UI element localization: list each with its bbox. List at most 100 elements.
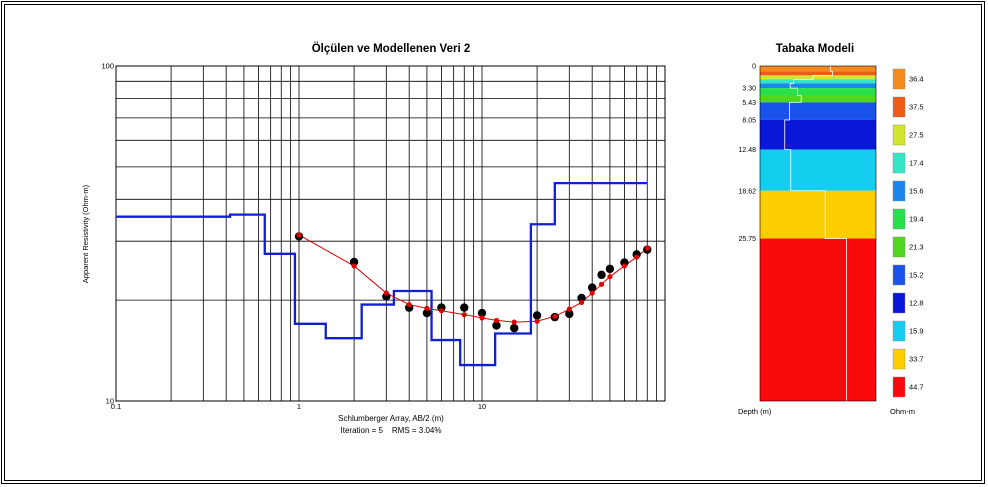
calculated-curve	[298, 234, 648, 323]
depth-tick-label: 0	[752, 64, 756, 71]
measured-point	[587, 283, 597, 292]
layer-band	[760, 102, 876, 120]
layer-band	[760, 238, 876, 401]
measured-point	[477, 308, 487, 318]
legend-value: 27.5	[909, 131, 924, 140]
layer-model-title: Tabaka Modeli	[776, 43, 854, 55]
legend-swatch	[892, 152, 906, 174]
depth-tick-label: 12.48	[738, 147, 756, 154]
measured-point	[532, 311, 542, 320]
legend-value: 15.9	[909, 327, 924, 336]
calculated-point	[634, 254, 640, 260]
calculated-point	[552, 313, 558, 319]
measured-point	[597, 270, 606, 280]
legend-swatch	[892, 124, 906, 146]
calculated-point	[351, 263, 357, 269]
measured-point	[349, 257, 359, 267]
calculated-point	[461, 312, 467, 318]
legend-value: 21.3	[909, 243, 924, 252]
depth-tick-label: 25.75	[738, 236, 756, 243]
legend-value: 15.2	[909, 271, 924, 280]
model-step-line	[116, 181, 648, 367]
legend-value: 36.4	[909, 75, 924, 84]
layer-band	[760, 149, 876, 191]
legend-swatch	[892, 68, 906, 90]
calculated-point	[598, 281, 605, 287]
depth-tick-label: 5.43	[742, 100, 756, 107]
y-tick-label: 10	[106, 397, 114, 406]
layer-band	[760, 95, 876, 103]
layer-model-border	[759, 65, 877, 402]
legend-swatch	[892, 376, 906, 398]
layer-band	[760, 75, 876, 80]
legend-value: 15.6	[909, 187, 924, 196]
calculated-point	[578, 299, 585, 305]
calculated-point	[479, 315, 485, 321]
depth-tick-label: 8.05	[742, 117, 756, 124]
legend-value: 33.7	[909, 355, 924, 364]
measured-point	[422, 308, 432, 318]
layer-band	[760, 119, 876, 150]
calculated-point	[406, 301, 412, 308]
x-axis-label: Schlumberger Array, AB/2 (m)	[338, 414, 444, 423]
calculated-point	[424, 305, 430, 311]
layer-model: 0 3.30 5.43 8.05 12.48 18.62 25.75	[738, 64, 877, 402]
calculated-point	[589, 290, 595, 296]
depth-axis-label: Depth (m)	[738, 407, 772, 416]
x-tick-label: 1	[297, 402, 301, 411]
calculated-point	[296, 232, 302, 238]
chart-title: Ölçülen ve Modellenen Veri 2	[312, 42, 471, 55]
calculated-point	[493, 317, 500, 324]
layer-resistivity-trace	[784, 66, 847, 401]
layer-band	[760, 79, 876, 84]
layer-band	[760, 66, 876, 72]
legend-value: 37.5	[909, 103, 924, 112]
legend-value: 17.4	[909, 159, 924, 168]
measured-point	[460, 303, 469, 312]
measured-point	[492, 321, 501, 330]
layer-band	[760, 71, 876, 76]
depth-tick-label: 3.30	[742, 86, 756, 93]
measured-point	[565, 309, 574, 319]
legend-value: 19.4	[909, 215, 924, 224]
resistivity-legend: 36.4 37.5 27.5 17.4 15.6 19.4 21.3 15.2 12.8 15.9…	[892, 68, 924, 398]
calculated-point	[511, 319, 517, 325]
calculated-point	[644, 245, 650, 251]
calculated-point	[566, 306, 572, 312]
legend-value: 44.7	[909, 383, 924, 392]
legend-swatch	[892, 348, 906, 370]
legend-swatch	[892, 96, 906, 118]
legend-value: 12.8	[909, 299, 924, 308]
legend-swatch	[892, 320, 906, 342]
layer-band	[760, 88, 876, 96]
legend-unit-label: Ohm-m	[890, 407, 915, 416]
legend-swatch	[892, 208, 906, 230]
calculated-point	[607, 274, 613, 280]
plot-border	[115, 65, 666, 402]
layer-band	[760, 83, 876, 89]
plot-tick-labels: 0.1 1 10 10 100	[101, 62, 486, 412]
measured-point	[605, 264, 615, 274]
calculated-point	[383, 290, 389, 296]
calculated-point	[621, 263, 628, 269]
measured-point	[510, 323, 519, 333]
calculated-point	[438, 308, 445, 314]
legend-swatch	[892, 264, 906, 286]
plot-series	[116, 181, 652, 367]
y-tick-label: 100	[101, 62, 114, 71]
x-tick-label: 10	[478, 402, 486, 411]
legend-swatch	[892, 180, 906, 202]
inner-frame	[4, 4, 982, 481]
depth-tick-label: 18.62	[738, 188, 756, 195]
x-tick-label: 0.1	[111, 402, 121, 411]
calculated-point	[534, 318, 540, 324]
y-axis-label: Apparent Resistivity (Ohm-m)	[81, 184, 90, 283]
measured-point	[577, 293, 586, 303]
layer-band	[760, 190, 876, 239]
plot-grid	[115, 65, 666, 402]
legend-swatch	[892, 236, 906, 258]
legend-swatch	[892, 292, 906, 314]
iteration-rms-label: Iteration = 5 RMS = 3.04%	[341, 426, 442, 435]
